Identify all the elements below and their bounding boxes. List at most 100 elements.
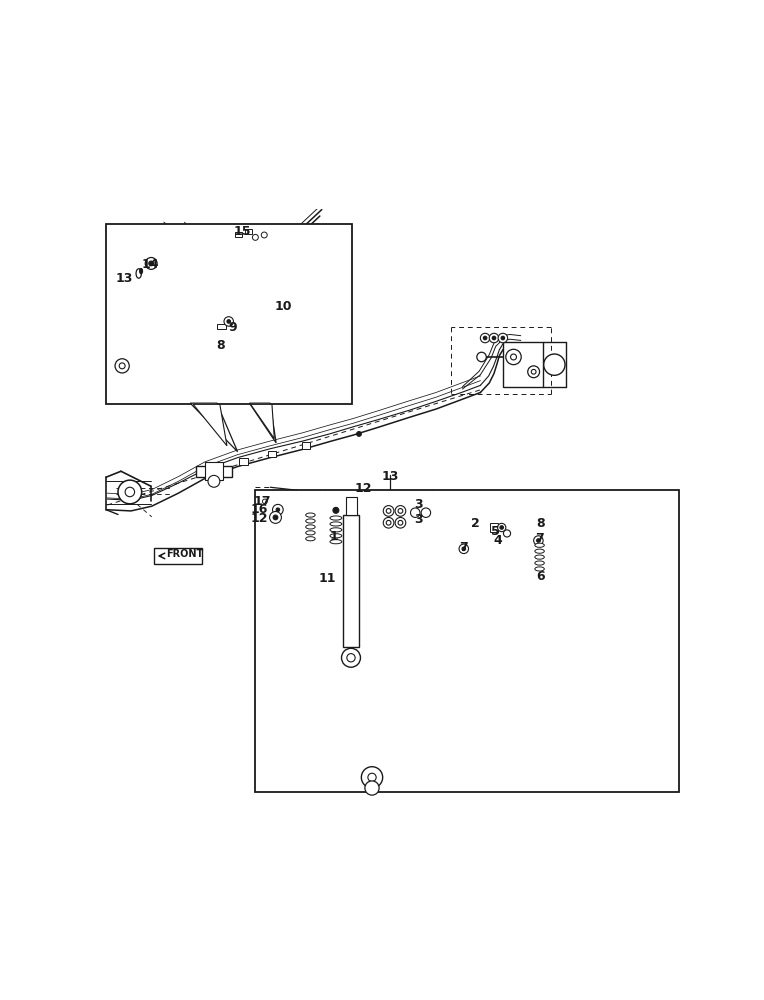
Bar	[244, 229, 252, 234]
Circle shape	[492, 336, 496, 340]
Circle shape	[462, 547, 465, 551]
Circle shape	[384, 506, 394, 516]
Circle shape	[501, 336, 505, 340]
Circle shape	[498, 333, 507, 343]
Circle shape	[395, 506, 406, 516]
Ellipse shape	[535, 543, 544, 547]
Text: 13: 13	[115, 272, 133, 285]
Text: 14: 14	[141, 258, 159, 271]
Circle shape	[387, 520, 391, 525]
Circle shape	[459, 544, 468, 554]
Circle shape	[357, 432, 361, 436]
Circle shape	[533, 536, 543, 545]
Text: 11: 11	[319, 572, 336, 585]
Circle shape	[274, 515, 278, 520]
Bar	[503, 342, 543, 387]
Circle shape	[398, 509, 403, 513]
Circle shape	[347, 654, 355, 662]
Circle shape	[497, 523, 506, 532]
Bar	[235, 232, 242, 237]
Ellipse shape	[535, 549, 544, 553]
Circle shape	[510, 354, 516, 360]
Bar	[217, 324, 226, 329]
Circle shape	[263, 499, 267, 504]
Circle shape	[270, 512, 281, 523]
Bar	[106, 224, 352, 404]
Text: 1: 1	[330, 530, 338, 543]
Text: 6: 6	[536, 570, 545, 583]
Text: FRONT: FRONT	[167, 549, 204, 559]
Circle shape	[544, 354, 565, 375]
Text: 9: 9	[228, 321, 237, 334]
Text: 4: 4	[494, 534, 503, 547]
Text: 17: 17	[254, 495, 271, 508]
Circle shape	[506, 349, 521, 365]
Text: 7: 7	[536, 532, 544, 545]
Text: 2: 2	[471, 517, 480, 530]
Circle shape	[273, 504, 283, 515]
Bar	[154, 548, 202, 564]
Circle shape	[489, 333, 499, 343]
Ellipse shape	[306, 525, 316, 529]
Circle shape	[395, 517, 406, 528]
Text: 13: 13	[381, 470, 399, 483]
Circle shape	[342, 648, 361, 667]
Circle shape	[333, 507, 339, 513]
Ellipse shape	[330, 516, 342, 520]
Text: 16: 16	[251, 503, 267, 516]
Text: 3: 3	[414, 498, 422, 512]
Circle shape	[368, 773, 376, 782]
Circle shape	[536, 539, 540, 542]
Bar	[268, 451, 276, 457]
Bar	[205, 462, 223, 480]
Circle shape	[365, 781, 379, 795]
Text: 8: 8	[217, 339, 225, 352]
Circle shape	[252, 234, 258, 240]
Ellipse shape	[330, 522, 342, 526]
Circle shape	[115, 359, 129, 373]
Circle shape	[224, 317, 234, 326]
Text: 5: 5	[490, 525, 500, 538]
Bar	[255, 490, 678, 792]
Ellipse shape	[306, 519, 316, 523]
Polygon shape	[193, 404, 227, 446]
Ellipse shape	[330, 540, 342, 544]
Circle shape	[208, 475, 220, 487]
Circle shape	[125, 487, 134, 497]
Bar	[196, 466, 231, 477]
Text: 3: 3	[414, 513, 422, 526]
Circle shape	[384, 517, 394, 528]
Bar	[302, 442, 310, 449]
Text: 12: 12	[354, 482, 372, 495]
Circle shape	[261, 232, 267, 238]
Ellipse shape	[330, 528, 342, 532]
Text: 15: 15	[234, 225, 251, 238]
Polygon shape	[190, 403, 238, 452]
Ellipse shape	[535, 555, 544, 559]
Bar	[343, 515, 359, 647]
Circle shape	[149, 261, 154, 266]
Bar	[490, 523, 498, 532]
Circle shape	[484, 336, 487, 340]
Ellipse shape	[535, 561, 544, 565]
Circle shape	[528, 366, 539, 378]
Ellipse shape	[306, 537, 316, 541]
Ellipse shape	[306, 513, 316, 517]
Text: 10: 10	[275, 300, 293, 313]
Bar	[346, 497, 357, 515]
Circle shape	[119, 363, 125, 369]
Bar	[239, 458, 248, 465]
Circle shape	[145, 258, 157, 269]
Polygon shape	[251, 404, 274, 439]
Circle shape	[227, 320, 231, 323]
Circle shape	[387, 509, 391, 513]
Circle shape	[481, 333, 490, 343]
Circle shape	[398, 520, 403, 525]
Circle shape	[500, 526, 503, 529]
Circle shape	[410, 508, 420, 517]
Circle shape	[421, 508, 431, 517]
Polygon shape	[249, 403, 276, 443]
Text: 12: 12	[250, 512, 267, 525]
Ellipse shape	[535, 567, 544, 571]
Circle shape	[361, 767, 383, 788]
